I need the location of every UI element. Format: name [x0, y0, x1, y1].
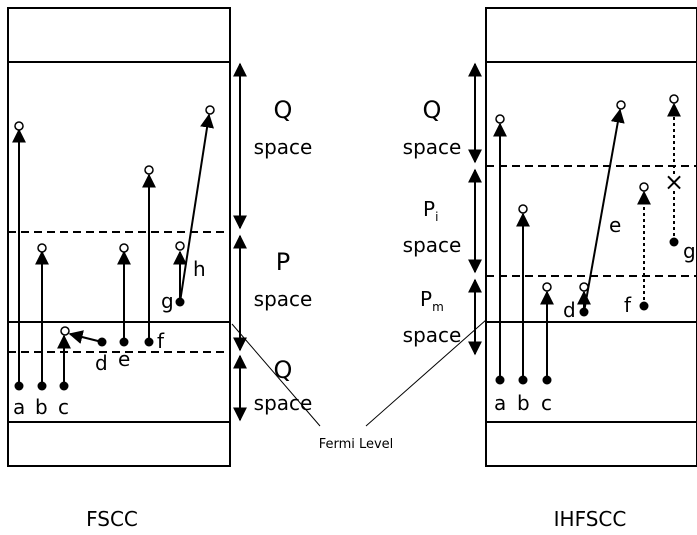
- ihfscc-particle-d: [579, 282, 589, 292]
- ihfscc-label-b: b: [517, 391, 530, 415]
- ihfscc-box: [485, 7, 697, 467]
- fscc-particle-a: [14, 121, 24, 131]
- fermi-level-callout: Fermi Level: [231, 319, 487, 452]
- fscc-hole-f: [144, 337, 154, 347]
- fermi-level-label: Fermi Level: [319, 437, 394, 452]
- ihfscc-pi-subscript: i: [435, 210, 438, 224]
- ihfscc-arrow-e: [583, 108, 625, 313]
- fscc-hole-b: [37, 381, 47, 391]
- fscc-hole-e: [119, 337, 129, 347]
- fscc-label-a: a: [13, 395, 25, 419]
- ihfscc-hole-c: [542, 375, 552, 385]
- fscc-label-c: c: [58, 395, 69, 419]
- fscc-particle-c-d: [60, 326, 70, 336]
- fscc-box: [7, 7, 231, 467]
- fscc-particle-f: [144, 165, 154, 175]
- ihfscc-q-word: space: [403, 135, 462, 159]
- fscc-label-b: b: [35, 395, 48, 419]
- fscc-arrow-g: [179, 113, 214, 303]
- fermi-pointer-right: [365, 319, 487, 427]
- ihfscc-hole-de: [579, 307, 589, 317]
- ihfscc-pm-subscript: m: [432, 300, 444, 314]
- fermi-pointer-left: [231, 323, 321, 427]
- fscc-q-bottom-word: space: [254, 391, 313, 415]
- fscc-hole-a: [14, 381, 24, 391]
- ihfscc-particle-a: [495, 114, 505, 124]
- ihfscc-particle-b: [518, 204, 528, 214]
- fscc-hole-gh: [175, 297, 185, 307]
- ihfscc-title: IHFSCC: [554, 507, 627, 531]
- ihfscc-label-f: f: [624, 293, 632, 317]
- ihfscc-pi-letter: P: [423, 197, 435, 221]
- ihfscc-forbidden-cross: ×: [664, 168, 684, 196]
- ihfscc-hole-a: [495, 375, 505, 385]
- fscc-particle-g: [205, 105, 215, 115]
- ihfscc-label-a: a: [494, 391, 506, 415]
- ihfscc-hole-f: [639, 301, 649, 311]
- fscc-particle-h: [175, 241, 185, 251]
- ihfscc-label-d: d: [563, 298, 576, 322]
- ihfscc-pm-name: Pm: [420, 287, 444, 314]
- ihfscc-label-e: e: [609, 213, 621, 237]
- fscc-label-g: g: [161, 289, 174, 313]
- ihfscc-panel: Q space Pi space Pm space × a b c d: [403, 7, 697, 531]
- fscc-hole-d: [97, 337, 107, 347]
- fscc-panel: a b c d e f g h Q space P space Q space …: [7, 7, 313, 531]
- fscc-q-top-word: space: [254, 135, 313, 159]
- ihfscc-pi-word: space: [403, 233, 462, 257]
- fscc-particle-b: [37, 243, 47, 253]
- ihfscc-hole-b: [518, 375, 528, 385]
- ihfscc-pm-letter: P: [420, 287, 432, 311]
- ihfscc-hole-g: [669, 237, 679, 247]
- fscc-particle-e: [119, 243, 129, 253]
- fscc-title: FSCC: [86, 507, 138, 531]
- fscc-p-word: space: [254, 287, 313, 311]
- ihfscc-pm-word: space: [403, 323, 462, 347]
- ihfscc-particle-e: [616, 100, 626, 110]
- ihfscc-q-name: Q: [423, 96, 442, 124]
- fscc-label-f: f: [157, 329, 165, 353]
- ihfscc-particle-c: [542, 282, 552, 292]
- fscc-hole-c: [59, 381, 69, 391]
- ihfscc-particle-g: [669, 94, 679, 104]
- ihfscc-pi-name: Pi: [423, 197, 438, 224]
- fscc-label-d: d: [95, 351, 108, 375]
- ihfscc-particle-f: [639, 182, 649, 192]
- fscc-label-e: e: [118, 347, 130, 371]
- ihfscc-label-g: g: [683, 239, 696, 263]
- fscc-q-top-name: Q: [274, 96, 293, 124]
- fscc-p-name: P: [276, 248, 290, 276]
- fscc-arrow-d: [68, 330, 103, 344]
- fscc-q-bottom-name: Q: [274, 356, 293, 384]
- ihfscc-label-c: c: [541, 391, 552, 415]
- fscc-label-h: h: [193, 257, 206, 281]
